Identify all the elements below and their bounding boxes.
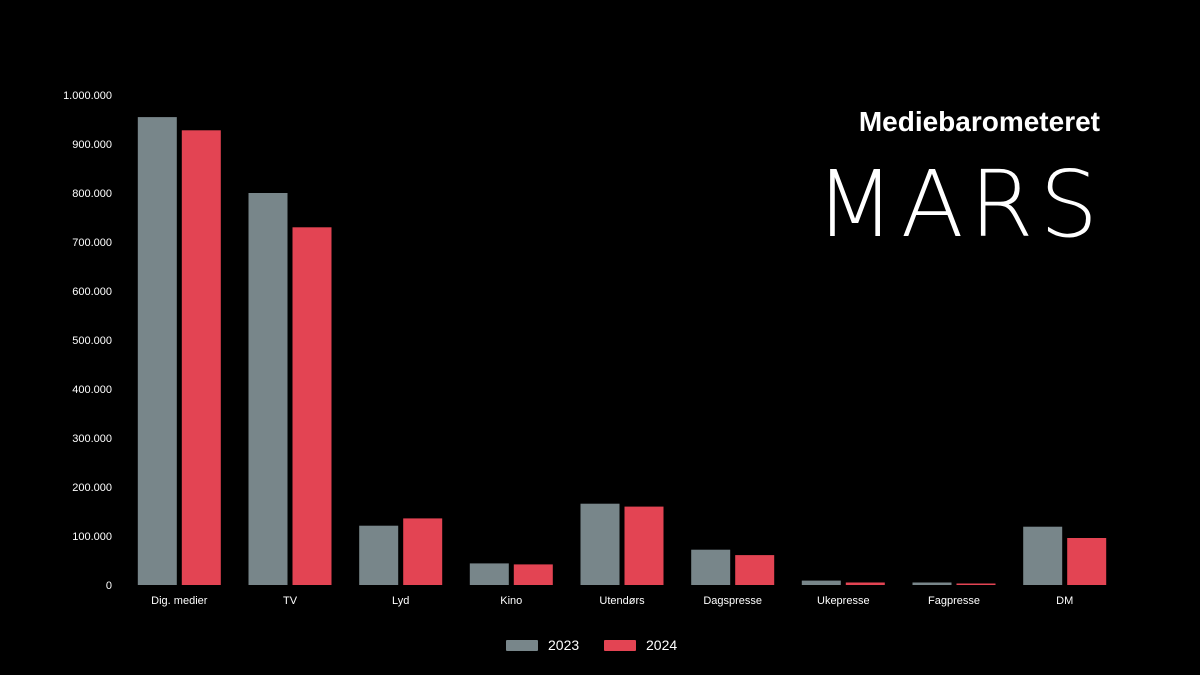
legend-label-2023: 2023 — [548, 637, 579, 653]
y-tick-label: 600.000 — [72, 286, 112, 298]
bar-2024-3 — [513, 564, 553, 585]
bar-2023-4 — [580, 503, 620, 585]
bar-2023-2 — [359, 525, 399, 585]
y-tick-label: 500.000 — [72, 335, 112, 347]
x-tick-label: Ukepresse — [817, 595, 870, 607]
y-tick-label: 200.000 — [72, 482, 112, 494]
bar-2023-1 — [248, 193, 288, 585]
x-tick-label: DM — [1056, 595, 1073, 607]
legend-swatch-2024 — [604, 640, 636, 651]
bar-2023-5 — [691, 549, 731, 585]
month-title: MARS — [815, 151, 1104, 258]
y-tick-label: 0 — [106, 580, 112, 592]
bar-2023-0 — [137, 117, 177, 585]
bar-2024-2 — [403, 518, 443, 585]
y-tick-label: 800.000 — [72, 188, 112, 200]
y-tick-label: 1.000.000 — [63, 90, 112, 102]
bar-2023-3 — [469, 563, 509, 585]
bar-2024-7 — [956, 583, 996, 585]
bar-2024-5 — [735, 555, 775, 585]
bar-2024-8 — [1067, 538, 1107, 585]
legend-label-2024: 2024 — [646, 637, 677, 653]
bar-2023-7 — [912, 582, 952, 585]
y-tick-label: 900.000 — [72, 139, 112, 151]
x-axis: Dig. medier TV Lyd Kino Utendørs Dagspresse Uk… — [151, 595, 1073, 607]
bar-2023-6 — [801, 580, 841, 585]
bar-2023-8 — [1023, 526, 1063, 585]
bar-2024-4 — [624, 506, 664, 585]
x-tick-label: Kino — [500, 595, 522, 607]
legend-swatch-2023 — [506, 640, 538, 651]
x-tick-label: Fagpresse — [928, 595, 980, 607]
x-tick-label: Utendørs — [599, 595, 645, 607]
x-tick-label: Dagspresse — [703, 595, 762, 607]
legend: 2023 2024 — [506, 637, 677, 653]
y-axis: 0 100.000 200.000 300.000 400.000 500.000 600.… — [63, 90, 112, 592]
bars-group — [137, 117, 1107, 586]
bar-2024-0 — [181, 130, 221, 586]
bar-2024-6 — [845, 582, 885, 585]
x-tick-label: Lyd — [392, 595, 409, 607]
y-tick-label: 400.000 — [72, 384, 112, 396]
x-tick-label: Dig. medier — [151, 595, 208, 607]
brand-title: Mediebarometeret — [859, 106, 1100, 137]
y-tick-label: 300.000 — [72, 433, 112, 445]
y-tick-label: 100.000 — [72, 531, 112, 543]
y-tick-label: 700.000 — [72, 237, 112, 249]
bar-2024-1 — [292, 227, 332, 586]
x-tick-label: TV — [283, 595, 298, 607]
